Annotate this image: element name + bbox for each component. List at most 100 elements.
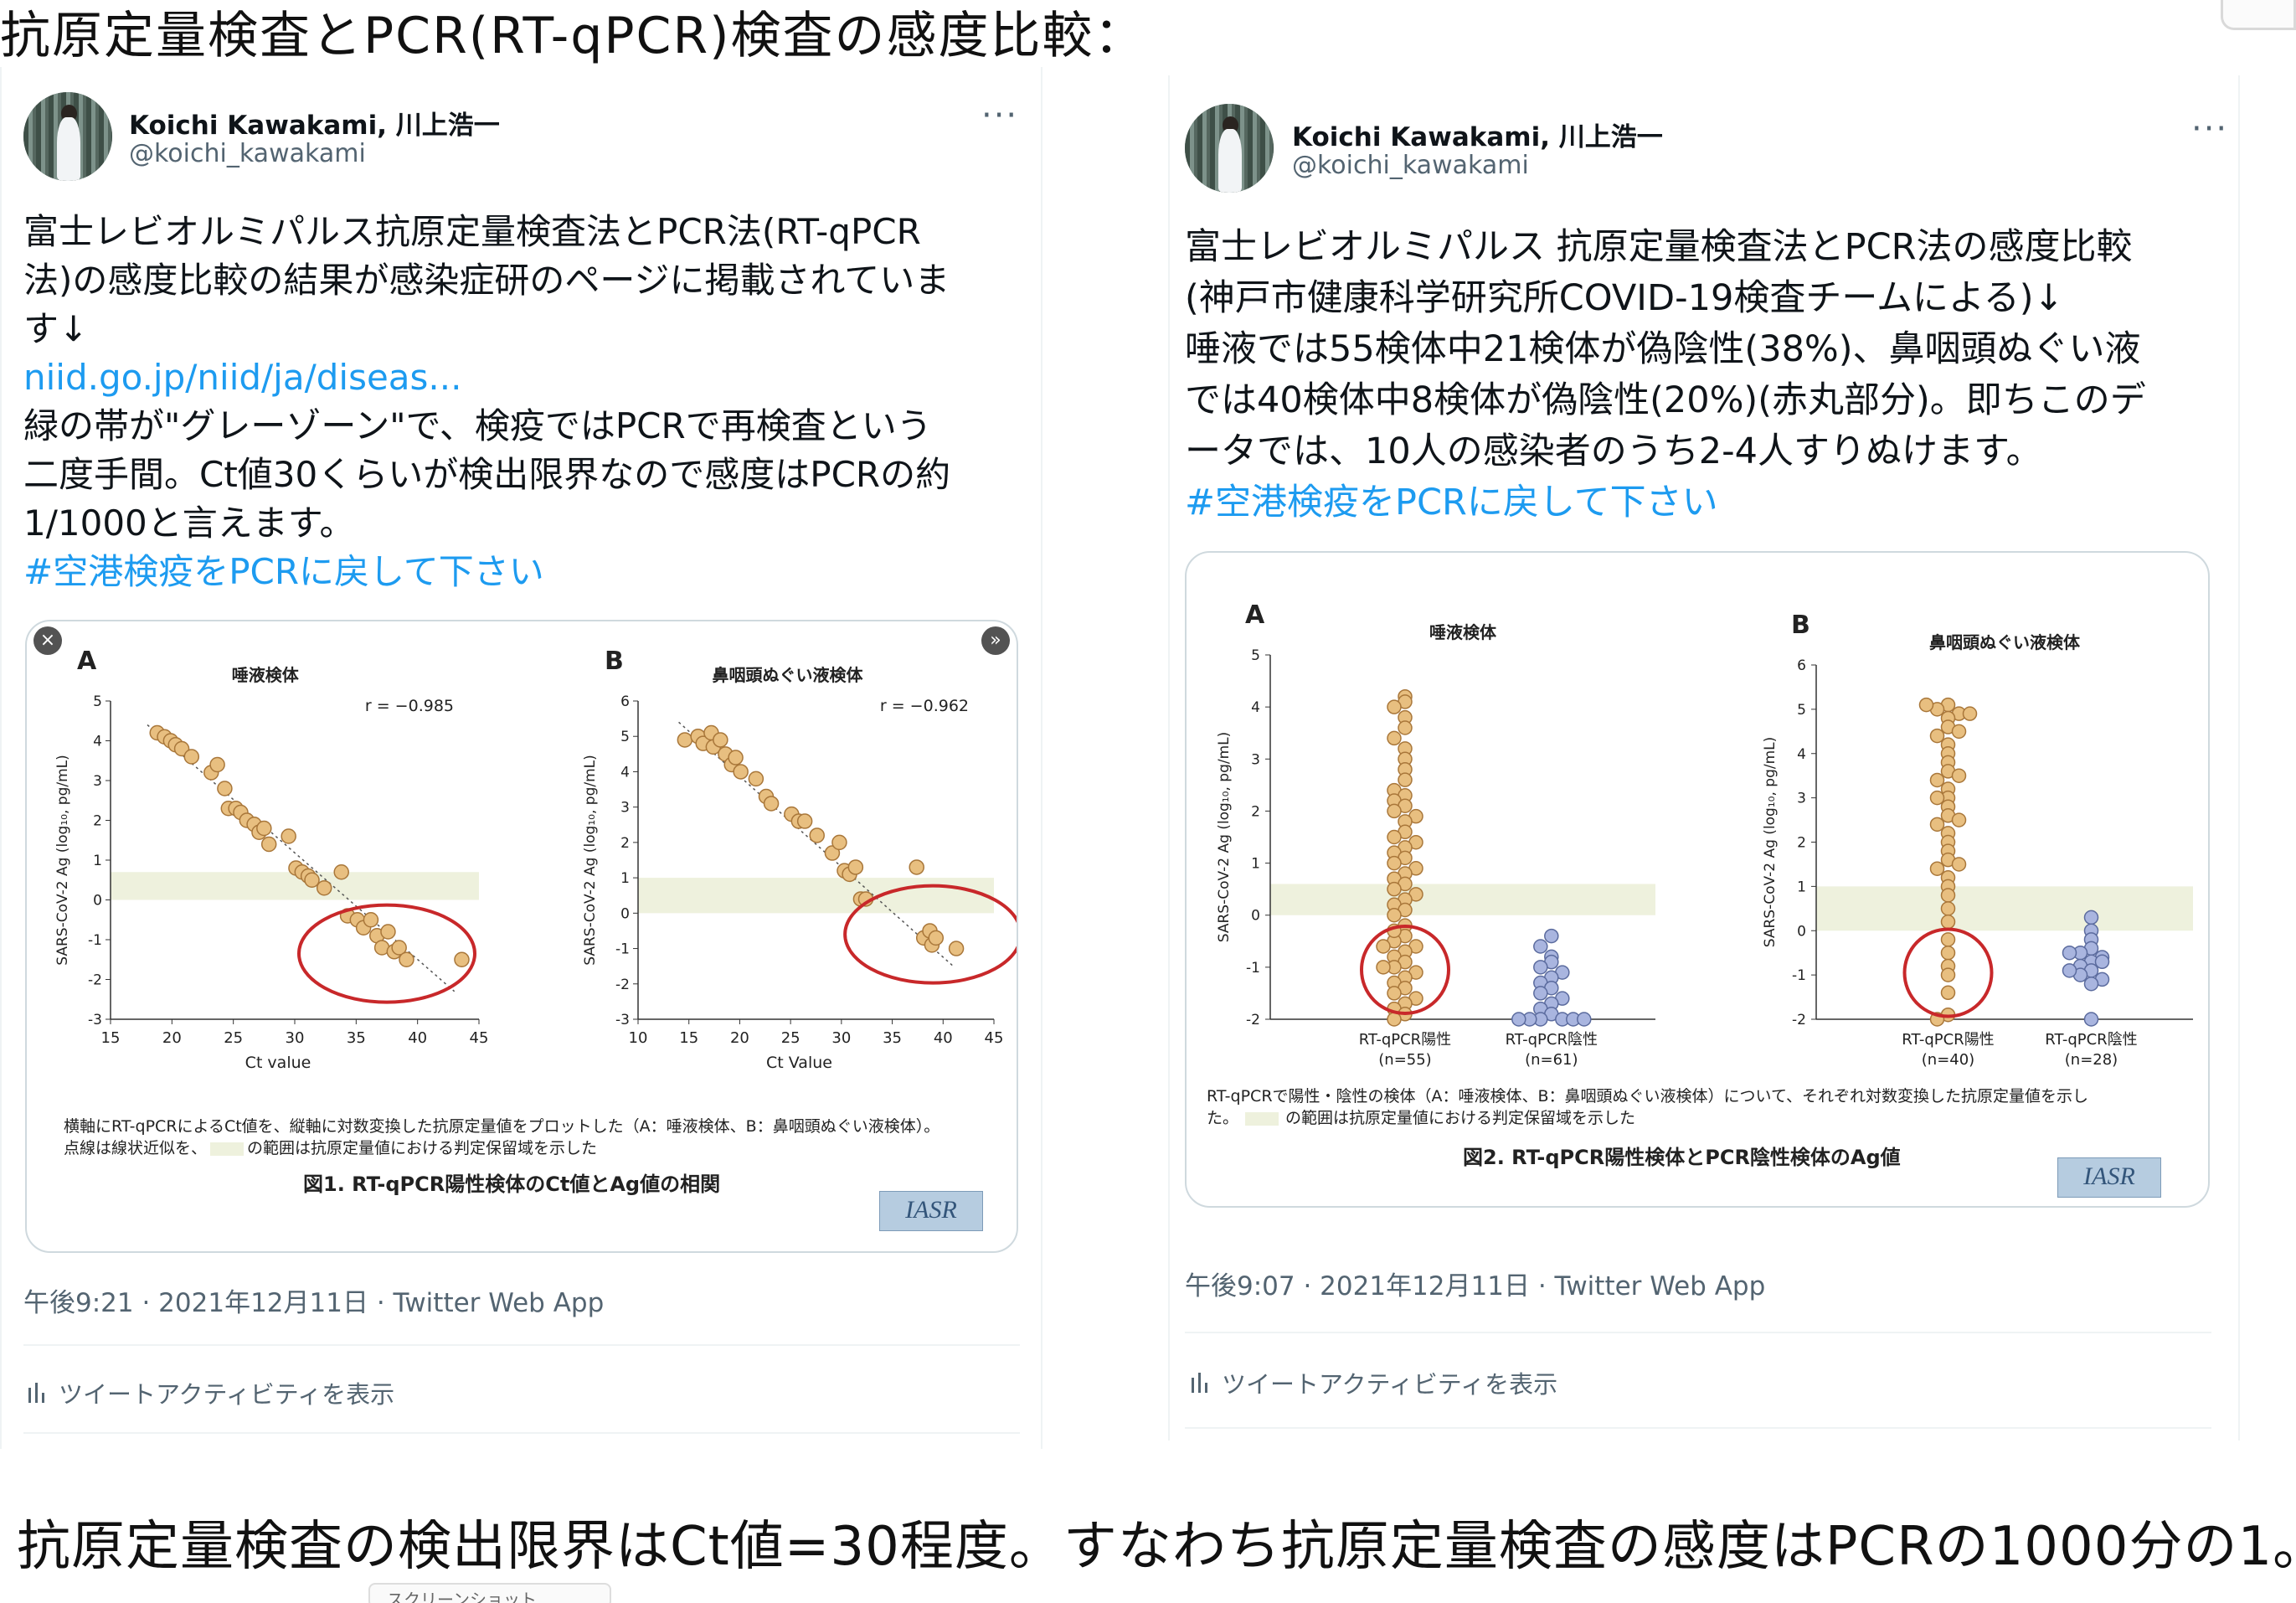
data-point xyxy=(1962,706,1978,721)
panel-letter: A xyxy=(77,647,97,676)
y-tick-label: -2 xyxy=(615,977,630,993)
category-label: RT-qPCR陽性 xyxy=(1902,1031,1994,1049)
x-axis-label: Ct Value xyxy=(766,1054,832,1072)
gray-zone-band xyxy=(1816,886,2193,931)
figure-caption: 横軸にRT-qPCRによるCt値を、縦軸に対数変換した抗原定量値をプロットした（… xyxy=(64,1117,940,1136)
y-axis-label: SARS-CoV-2 Ag (log₁₀, pg/mL) xyxy=(1216,732,1233,943)
figure-caption: 点線は線状近似を、 の範囲は抗原定量値における判定保留域を示した xyxy=(64,1136,597,1158)
y-tick-label: 0 xyxy=(1251,908,1260,925)
data-point xyxy=(1929,772,1945,788)
data-point xyxy=(1398,772,1413,787)
author-handle[interactable]: @koichi_kawakami xyxy=(1292,151,1529,180)
panel-letter: B xyxy=(1791,611,1810,640)
tweet-activity-button[interactable]: ツイートアクティビティを表示 xyxy=(27,1375,394,1410)
tweet-text: 富士レビオルミパルス抗原定量検査法とPCR法(RT-qPCR 法)の感度比較の結… xyxy=(23,208,950,596)
tweet-activity-button[interactable]: ツイートアクティビティを表示 xyxy=(1190,1365,1557,1400)
analytics-icon xyxy=(1190,1370,1210,1399)
gray-zone-band xyxy=(111,872,479,900)
y-tick-label: 1 xyxy=(1251,856,1260,873)
tweet-text-line: では40検体中8検体が偽陰性(20%)(赤丸部分)。即ちこのデ xyxy=(1185,379,2146,421)
data-point xyxy=(1951,812,1967,827)
more-options-icon[interactable]: ··· xyxy=(2191,110,2229,148)
category-label: RT-qPCR陰性 xyxy=(2045,1031,2137,1049)
panel-title: 唾液検体 xyxy=(1429,622,1497,642)
category-count: (n=40) xyxy=(1922,1051,1974,1069)
panel-title: 唾液検体 xyxy=(232,665,300,685)
data-point xyxy=(1376,960,1391,975)
data-point xyxy=(1533,939,1548,954)
author-name[interactable]: Koichi Kawakami, 川上浩一 xyxy=(1292,122,1663,152)
author-handle[interactable]: @koichi_kawakami xyxy=(129,139,366,168)
band-swatch xyxy=(210,1142,245,1156)
y-tick-label: 2 xyxy=(1797,835,1806,852)
screenshot-tab[interactable]: スクリーンショット xyxy=(368,1583,611,1603)
tweet-text-line: 唾液では55検体中21検体が偽陰性(38%)、鼻咽頭ぬぐい液 xyxy=(1185,328,2141,370)
regression-line xyxy=(678,721,954,967)
data-point xyxy=(748,771,764,787)
data-point xyxy=(1387,803,1402,819)
x-tick-label: 45 xyxy=(470,1029,489,1047)
tweet-timestamp[interactable]: 午後9:21 · 2021年12月11日 · Twitter Web App xyxy=(23,1288,605,1318)
data-point xyxy=(1940,967,1956,982)
highlight-circle xyxy=(1360,924,1450,1015)
y-tick-label: 0 xyxy=(1797,923,1806,940)
y-tick-label: 3 xyxy=(1797,791,1806,807)
x-tick-label: 20 xyxy=(162,1029,182,1047)
chart-panel-b: -2 -1 0 1 2 3 4 5 6 SARS-CoV-2 Ag (log₁₀, pg/mL) B… xyxy=(1762,611,2193,1069)
data-point xyxy=(2062,963,2077,978)
article-link[interactable]: niid.go.jp/niid/ja/diseas... xyxy=(23,357,462,398)
iasr-logo: IASR xyxy=(879,1191,983,1231)
data-point xyxy=(909,859,924,875)
author-name[interactable]: Koichi Kawakami, 川上浩一 xyxy=(129,111,500,141)
x-tick-label: 30 xyxy=(286,1029,305,1047)
highlight-circle xyxy=(1902,927,1994,1018)
data-point xyxy=(733,764,749,780)
y-tick-label: 5 xyxy=(93,693,102,710)
data-point xyxy=(824,845,841,861)
more-options-icon[interactable]: ··· xyxy=(981,96,1019,135)
next-image-icon[interactable]: » xyxy=(981,626,1010,655)
x-tick-label: 25 xyxy=(224,1029,243,1047)
figure-caption-part: の範囲は抗原定量値における判定保留域を示した xyxy=(1285,1109,1636,1127)
y-tick-label: 5 xyxy=(1251,647,1260,664)
data-point xyxy=(399,951,414,967)
tweet-image[interactable]: × » -3 -2 -1 0 1 2 3 4 5 15 20 25 30 35 40 45 Ct value SA… xyxy=(25,620,1018,1253)
divider xyxy=(1185,1427,2211,1429)
data-point xyxy=(1533,986,1548,1001)
x-axis-label: Ct value xyxy=(245,1054,311,1072)
data-point xyxy=(304,872,320,888)
highlight-circle xyxy=(297,903,476,1004)
y-tick-label: 3 xyxy=(1251,751,1260,768)
y-tick-label: -2 xyxy=(88,972,102,989)
data-point xyxy=(1940,888,1956,903)
y-axis-label: SARS-CoV-2 Ag (log₁₀, pg/mL) xyxy=(582,755,599,966)
y-tick-label: -1 xyxy=(615,941,630,958)
data-point xyxy=(728,750,744,765)
data-point xyxy=(1511,1012,1526,1027)
x-tick-label: 45 xyxy=(985,1029,1004,1047)
gray-zone-band xyxy=(1270,884,1655,915)
y-tick-label: 1 xyxy=(1797,879,1806,895)
data-point xyxy=(183,749,200,765)
data-point xyxy=(809,827,825,843)
data-point xyxy=(380,924,396,940)
avatar[interactable] xyxy=(1185,104,1274,193)
hashtag-link[interactable]: #空港検疫をPCRに戻して下さい xyxy=(1185,482,1718,523)
data-point xyxy=(1544,928,1559,944)
slide-title: 抗原定量検査とPCR(RT-qPCR)検査の感度比較： xyxy=(0,7,1146,65)
panel-title: 鼻咽頭ぬぐい液検体 xyxy=(1929,632,2081,652)
close-icon[interactable]: × xyxy=(33,626,62,655)
y-tick-label: 1 xyxy=(93,853,102,869)
data-point xyxy=(2062,945,2077,961)
y-tick-label: 3 xyxy=(93,773,102,790)
tweet-text-line: (神戸市健康科学研究所COVID-19検査チームによる)↓ xyxy=(1185,277,2064,319)
divider xyxy=(23,1344,1020,1346)
hashtag-link[interactable]: #空港検疫をPCRに戻して下さい xyxy=(23,551,544,592)
data-point xyxy=(1940,901,1956,916)
y-tick-label: 2 xyxy=(1251,803,1260,820)
avatar[interactable] xyxy=(23,92,112,181)
tweet-image[interactable]: -2 -1 0 1 2 3 4 5 SARS-CoV-2 Ag (log₁₀, pg/mL) A 唾… xyxy=(1185,551,2210,1208)
analytics-icon xyxy=(27,1380,47,1409)
tweet-timestamp[interactable]: 午後9:07 · 2021年12月11日 · Twitter Web App xyxy=(1185,1271,1766,1301)
